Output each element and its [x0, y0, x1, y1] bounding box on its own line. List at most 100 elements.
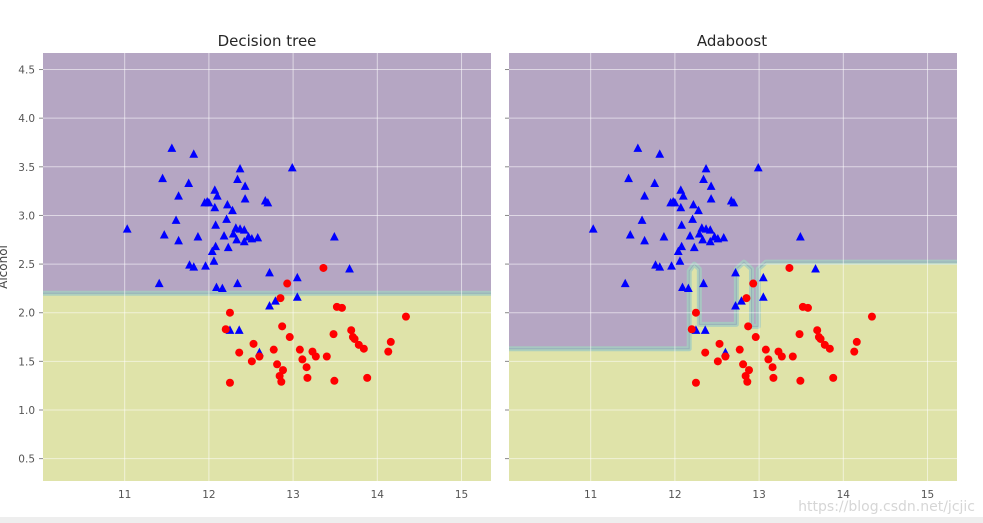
point-class-1	[705, 225, 715, 234]
point-class-2	[322, 352, 331, 361]
x-tick-label: 14	[837, 489, 851, 501]
point-class-2	[278, 322, 287, 331]
point-class-2	[852, 337, 861, 346]
point-class-1	[253, 233, 263, 242]
point-class-2	[384, 347, 393, 356]
point-class-1	[699, 174, 708, 184]
region-class-2	[509, 262, 957, 481]
point-class-2	[302, 363, 311, 372]
point-class-2	[221, 325, 230, 334]
point-class-1	[624, 173, 633, 183]
panel-adaboost: Adaboost 11 12 13 14 15	[505, 32, 957, 501]
point-class-1	[223, 242, 233, 252]
point-class-1	[210, 202, 220, 212]
point-class-1	[678, 191, 688, 200]
point-class-1	[700, 325, 710, 334]
y-tick-label: 3.5	[18, 162, 35, 174]
point-class-2	[311, 352, 320, 361]
point-class-1	[154, 278, 164, 288]
point-class-1	[731, 301, 740, 310]
point-class-1	[122, 224, 132, 233]
y-tick-label: 4.0	[18, 113, 35, 125]
point-class-1	[234, 325, 244, 334]
point-class-2	[715, 339, 724, 348]
point-class-1	[689, 242, 699, 252]
point-class-1	[217, 283, 227, 292]
y-tick-label: 2.5	[18, 259, 35, 271]
decision-boundary-edge	[509, 261, 957, 350]
point-class-1	[211, 241, 221, 251]
watermark: https://blog.csdn.net/jcjic	[798, 499, 975, 515]
point-class-1	[209, 256, 219, 265]
point-class-1	[678, 282, 687, 292]
point-class-2	[796, 376, 805, 385]
point-class-1	[633, 143, 643, 152]
point-class-2	[713, 357, 722, 366]
point-class-1	[159, 230, 169, 239]
point-class-1	[694, 229, 704, 238]
point-class-2	[739, 360, 748, 369]
point-class-2	[363, 373, 372, 382]
x-tick-label: 13	[286, 489, 299, 501]
point-class-1	[737, 296, 746, 305]
x-tick-label: 13	[752, 489, 765, 501]
point-class-2	[777, 352, 786, 361]
point-class-2	[795, 330, 804, 339]
point-class-2	[735, 345, 744, 354]
point-class-2	[788, 352, 797, 361]
x-tick-label: 15	[455, 489, 468, 501]
point-class-1	[701, 163, 711, 173]
point-class-1	[689, 199, 698, 209]
point-class-2	[283, 279, 292, 288]
point-class-1	[698, 234, 708, 244]
point-class-1	[189, 262, 199, 271]
point-class-1	[706, 181, 716, 190]
point-class-2	[721, 352, 730, 361]
point-class-2	[249, 339, 258, 348]
point-class-2	[803, 303, 812, 312]
point-class-1	[731, 268, 740, 277]
panel-title: Decision tree	[218, 32, 317, 50]
point-class-2	[825, 344, 834, 353]
point-class-1	[588, 224, 598, 233]
point-class-2	[386, 337, 395, 346]
point-class-1	[219, 231, 229, 240]
point-class-1	[211, 220, 221, 229]
point-class-1	[694, 205, 703, 215]
point-class-2	[745, 366, 753, 375]
point-class-1	[329, 232, 339, 241]
point-class-1	[795, 232, 805, 241]
point-class-2	[277, 377, 286, 386]
point-class-1	[640, 191, 649, 200]
point-class-2	[337, 303, 346, 312]
point-class-1	[676, 202, 686, 212]
point-class-1	[685, 231, 695, 240]
point-class-2	[319, 263, 328, 272]
point-class-2	[785, 263, 794, 272]
point-class-2	[350, 334, 359, 343]
bottom-toolbar-strip	[0, 517, 983, 523]
point-class-1	[676, 185, 686, 194]
panel-title: Adaboost	[697, 32, 767, 50]
point-class-2	[298, 355, 307, 364]
point-class-1	[659, 232, 669, 241]
point-class-1	[688, 214, 697, 223]
point-class-1	[675, 256, 685, 265]
point-class-2	[691, 308, 700, 317]
point-class-1	[235, 163, 245, 173]
point-class-1	[677, 241, 687, 251]
point-class-1	[171, 215, 181, 224]
point-class-1	[210, 185, 220, 194]
point-class-2	[295, 345, 304, 354]
point-class-2	[867, 312, 876, 321]
point-class-1	[758, 292, 768, 301]
point-class-1	[292, 272, 302, 282]
point-class-1	[729, 198, 739, 207]
point-class-2	[285, 333, 294, 342]
point-class-1	[673, 246, 683, 256]
point-class-1	[228, 229, 238, 238]
point-class-1	[158, 173, 167, 183]
point-class-1	[677, 220, 687, 229]
point-class-2	[768, 363, 777, 372]
